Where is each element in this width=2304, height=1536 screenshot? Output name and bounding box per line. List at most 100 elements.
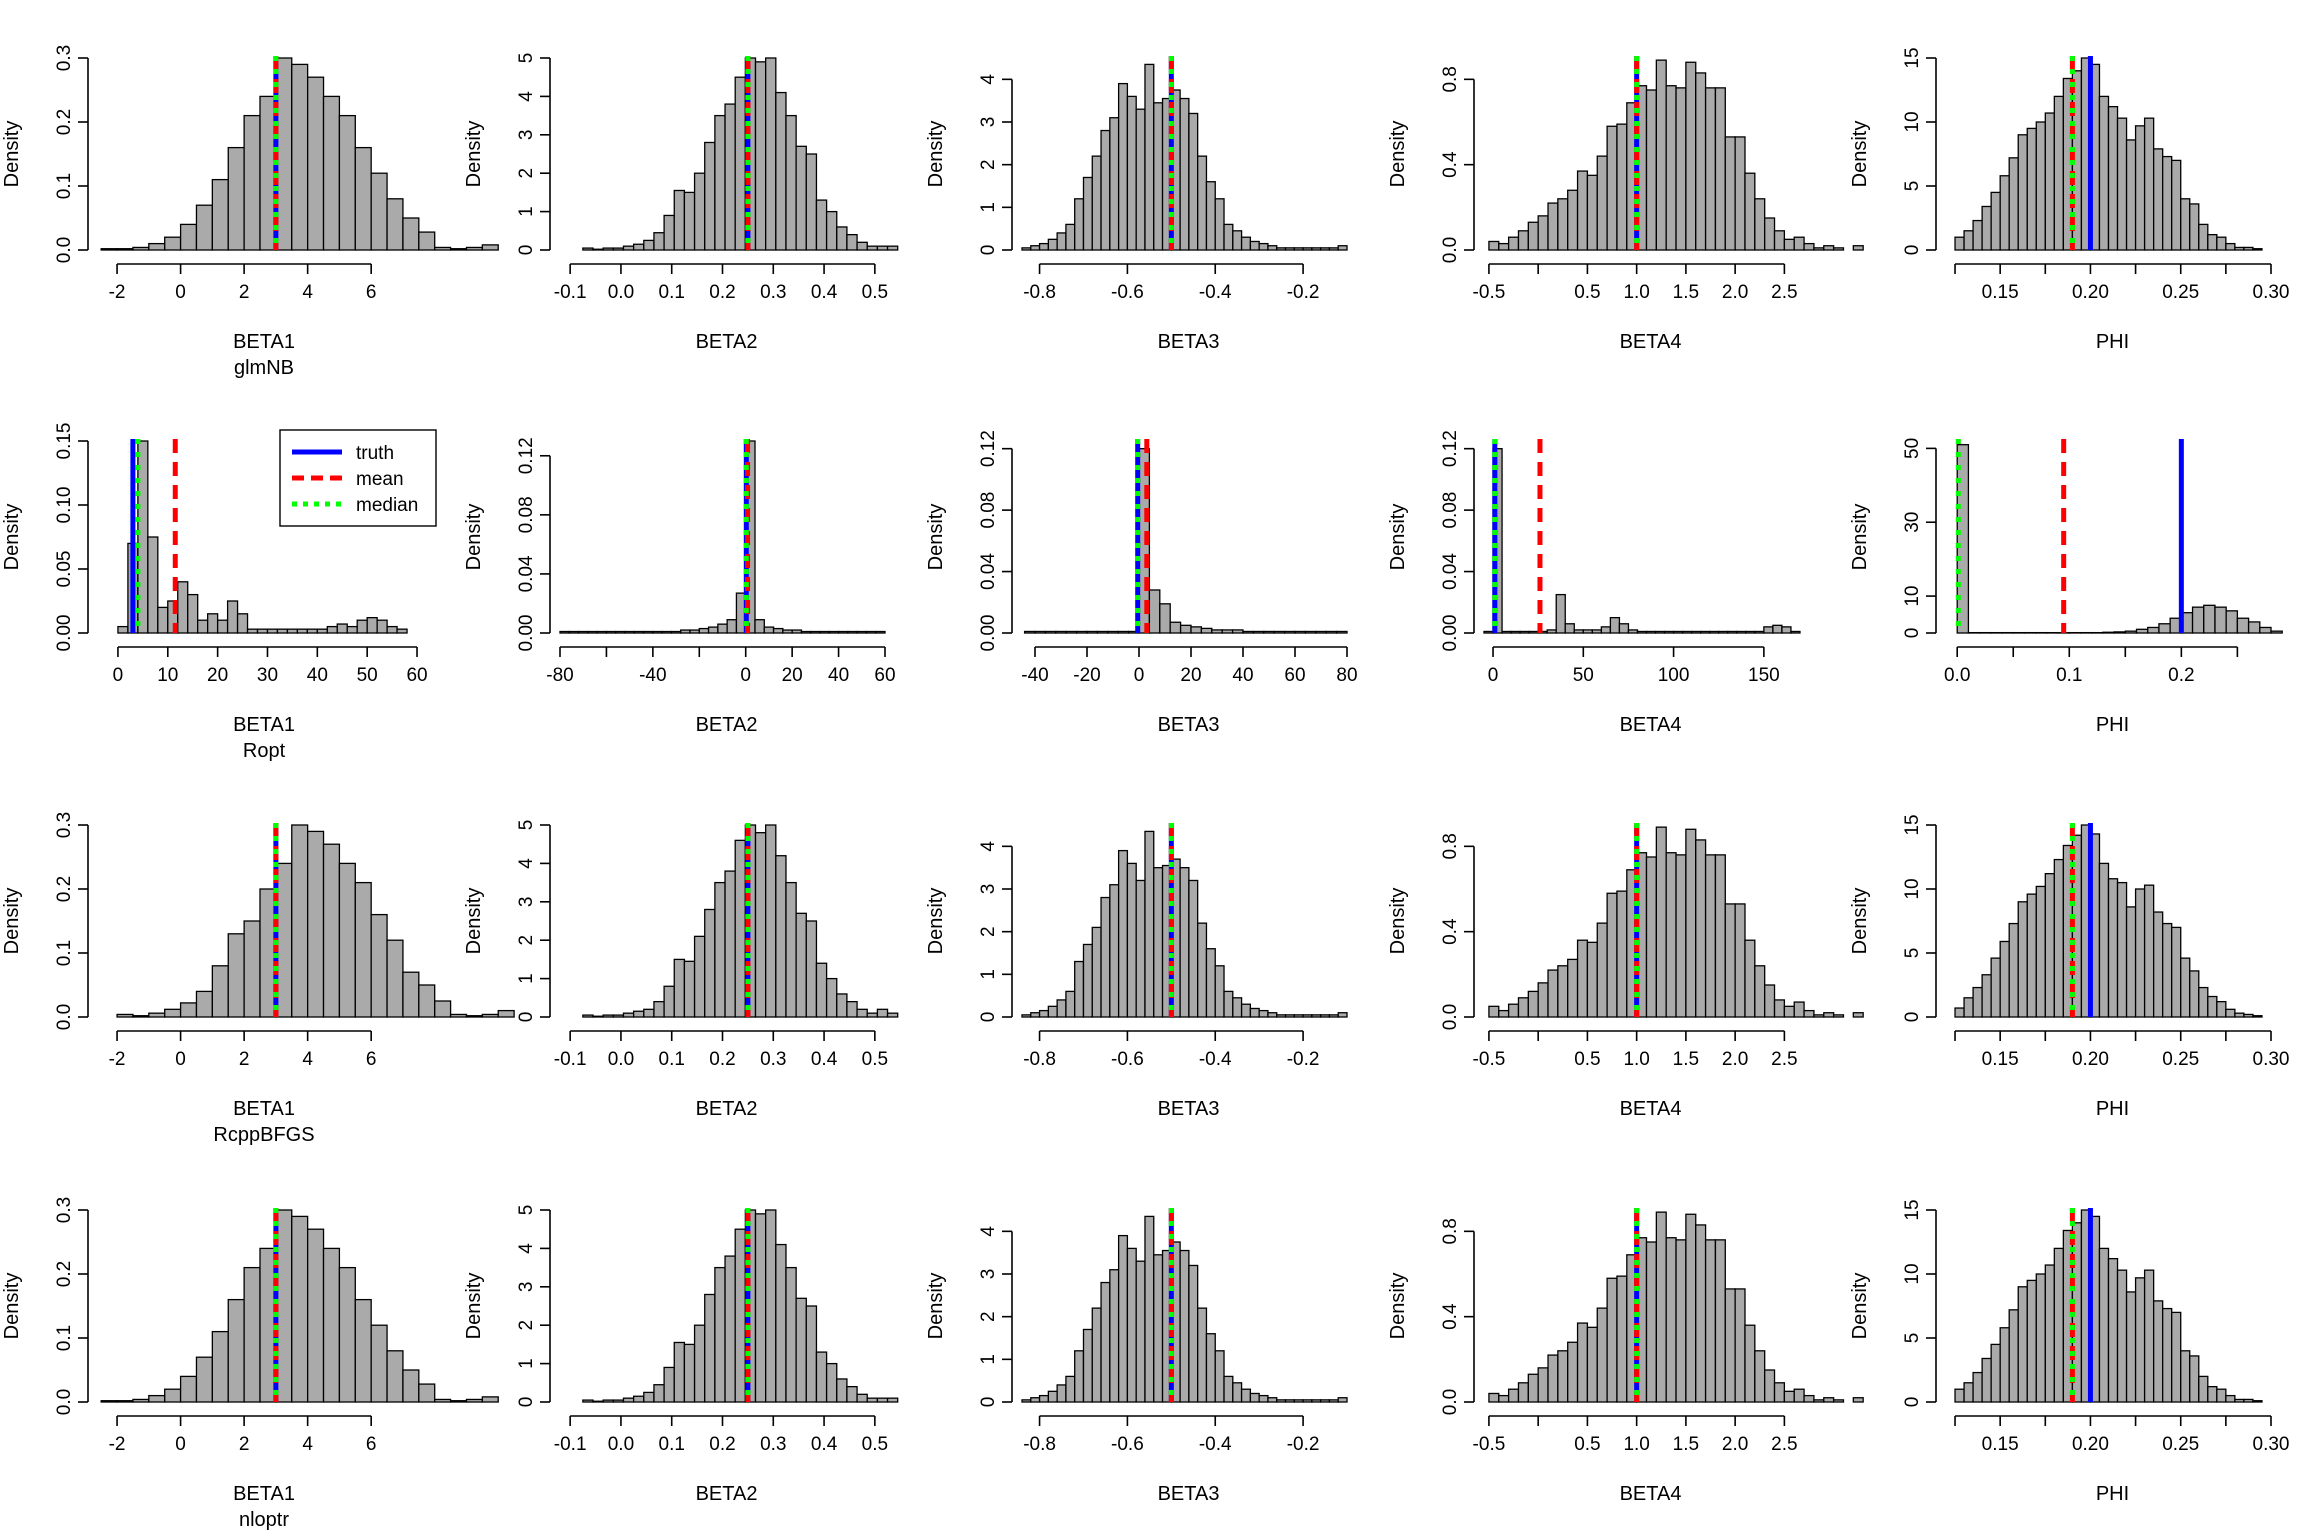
x-tick-label: -0.6 (1111, 282, 1144, 303)
histogram-bar (754, 61, 767, 251)
histogram-bar (622, 1012, 635, 1018)
x-tick-label: 0.0 (608, 1049, 634, 1070)
histogram-bar (2152, 911, 2164, 1018)
histogram-bar (1616, 890, 1628, 1018)
x-tick-label: 2 (239, 1434, 250, 1455)
histogram-bar (559, 630, 570, 634)
panel-beta1-r1: 0.0 0.1 0.2 0.3 Density -2 0 2 4 6 BETA1 glmNB (1, 45, 499, 379)
histogram-bar (2147, 626, 2160, 634)
histogram-bar (1135, 108, 1146, 251)
histogram-bar (2125, 906, 2137, 1018)
histogram-bar (2035, 121, 2046, 251)
histogram-bar (1311, 247, 1322, 251)
histogram-bar (836, 1378, 848, 1403)
y-tick-label: 0.00 (516, 615, 537, 652)
histogram-bar (785, 881, 797, 1018)
histogram-bar (865, 630, 877, 634)
histogram-bar (1074, 960, 1085, 1018)
y-tick-label: 0.12 (978, 430, 999, 467)
histogram-bar (1654, 630, 1666, 634)
y-tick-label: 15 (1902, 814, 1923, 835)
histogram-bar (1117, 1234, 1129, 1403)
histogram-bar (1596, 1307, 1608, 1403)
histogram-bar (1267, 245, 1278, 251)
histogram-bar (1086, 630, 1099, 634)
x-axis-title: BETA3 (1158, 1483, 1220, 1505)
histogram-bar (1231, 629, 1244, 634)
x-axis-title: BETA4 (1620, 331, 1682, 353)
histogram-bar (1972, 219, 1983, 251)
histogram-bar (2125, 139, 2137, 251)
y-tick-label: 0.3 (54, 1197, 75, 1223)
histogram-bar (2162, 922, 2173, 1018)
histogram-bar (376, 619, 388, 634)
panel-phi-r3: 0 5 10 15 Density 0.15 0.20 0.25 0.30 PHI (1849, 814, 2289, 1120)
x-tick-label: -0.4 (1199, 282, 1232, 303)
histogram-bar (1813, 247, 1825, 251)
y-tick-label: 1 (516, 1358, 537, 1369)
histogram-bar (1586, 1326, 1598, 1403)
x-tick-label: 0.15 (1982, 282, 2019, 303)
y-tick-label: 0.0 (1440, 237, 1461, 263)
histogram-bar (2171, 159, 2182, 251)
histogram-bar (1537, 1367, 1549, 1403)
y-tick-label: 0.15 (54, 423, 75, 460)
histogram-bar (1144, 830, 1155, 1018)
histogram-bar (886, 1397, 899, 1403)
method-label: nloptr (239, 1509, 289, 1531)
histogram-bar (1328, 1399, 1339, 1403)
histogram-bar (1852, 245, 1864, 251)
x-axis-title: PHI (2096, 714, 2129, 736)
y-tick-label: 2 (516, 935, 537, 946)
histogram-bar (1781, 626, 1792, 634)
x-tick-label: 0.4 (811, 282, 838, 303)
histogram-bar (1283, 630, 1296, 634)
histogram-bar (1109, 884, 1120, 1018)
histogram-bar (291, 1215, 309, 1403)
y-tick-label: 0.12 (1440, 430, 1461, 467)
histogram-bar (1665, 852, 1677, 1018)
histogram-bar (2247, 621, 2261, 634)
histogram-bar (1736, 630, 1747, 634)
histogram-bar (1302, 247, 1313, 251)
histogram-bar (1315, 630, 1327, 634)
histogram-bar (689, 629, 700, 634)
histogram-bar (1304, 630, 1317, 634)
histogram-bar (227, 933, 245, 1018)
histogram-bar (1284, 1399, 1295, 1403)
histogram-bar (1517, 997, 1529, 1018)
x-tick-label: 0.25 (2162, 282, 2199, 303)
histogram-bar (714, 114, 726, 251)
histogram-bar (338, 1266, 356, 1403)
histogram-bar (2207, 995, 2218, 1018)
x-axis-title: BETA3 (1158, 714, 1220, 736)
y-tick-label: 4 (516, 1243, 537, 1254)
histogram-bar (2143, 1269, 2155, 1403)
x-tick-label: -0.2 (1287, 1434, 1320, 1455)
histogram-bar (846, 1000, 858, 1018)
x-tick-label: 0.30 (2253, 282, 2290, 303)
histogram-bar (326, 625, 338, 634)
histogram-bar (795, 912, 807, 1018)
histogram-bar (2143, 117, 2155, 251)
histogram-bar (2143, 884, 2155, 1018)
histogram-bar (1576, 939, 1589, 1018)
x-tick-label: 1.0 (1623, 282, 1649, 303)
histogram-bar (1832, 1399, 1845, 1403)
histogram-bar (836, 993, 848, 1018)
histogram-bar (1547, 1354, 1559, 1403)
histogram-bar (652, 630, 663, 634)
histogram-bar (1981, 205, 1992, 251)
histogram-bar (875, 630, 886, 634)
histogram-bar (2044, 112, 2055, 251)
histogram-bar (148, 1394, 166, 1403)
histogram-bar (592, 1400, 604, 1403)
histogram-bar (1714, 854, 1726, 1018)
histogram-bar (1709, 630, 1720, 634)
histogram-bar (1981, 1357, 1992, 1403)
histogram-bar (2026, 1279, 2037, 1403)
y-tick-label: 0.2 (54, 876, 75, 902)
x-axis-title: PHI (2096, 1483, 2129, 1505)
histogram-bar (1714, 1239, 1726, 1403)
histogram-bar (195, 204, 214, 251)
